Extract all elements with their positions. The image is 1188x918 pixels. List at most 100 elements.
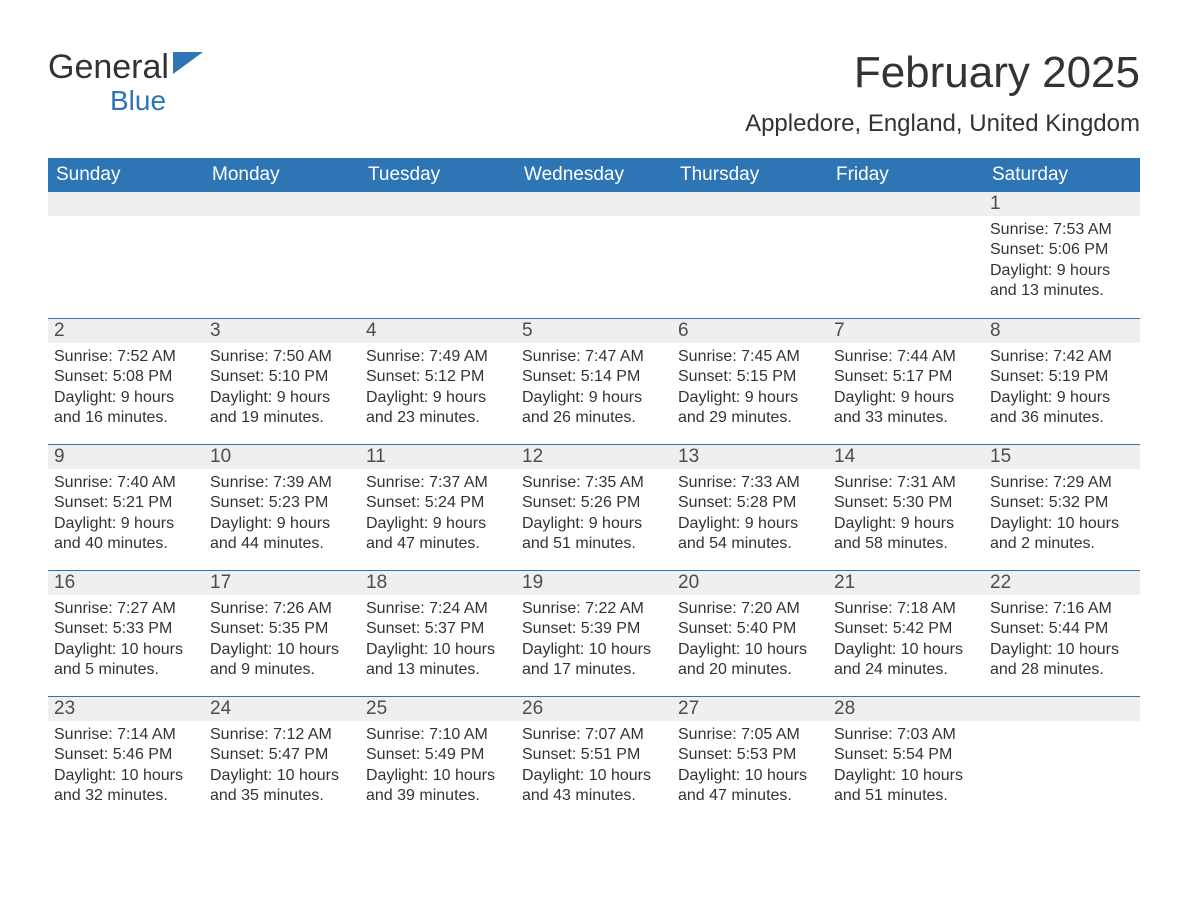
sunset-line: Sunset: 5:23 PM — [210, 493, 354, 513]
day-number: 27 — [672, 697, 828, 721]
day-details: Sunrise: 7:07 AMSunset: 5:51 PMDaylight:… — [516, 721, 672, 813]
day-cell — [360, 192, 516, 318]
day-details: Sunrise: 7:10 AMSunset: 5:49 PMDaylight:… — [360, 721, 516, 813]
sunset-line: Sunset: 5:30 PM — [834, 493, 978, 513]
sunset-line: Sunset: 5:32 PM — [990, 493, 1134, 513]
day-cell: 3Sunrise: 7:50 AMSunset: 5:10 PMDaylight… — [204, 319, 360, 444]
sunset-line: Sunset: 5:17 PM — [834, 367, 978, 387]
day-cell: 12Sunrise: 7:35 AMSunset: 5:26 PMDayligh… — [516, 445, 672, 570]
day-number: 6 — [672, 319, 828, 343]
sunset-line: Sunset: 5:19 PM — [990, 367, 1134, 387]
day-number: 12 — [516, 445, 672, 469]
day-number: 22 — [984, 571, 1140, 595]
sunrise-line: Sunrise: 7:50 AM — [210, 347, 354, 367]
sunrise-line: Sunrise: 7:37 AM — [366, 473, 510, 493]
daylight-line: Daylight: 10 hours and 51 minutes. — [834, 766, 978, 807]
weekday-header: Tuesday — [360, 158, 516, 192]
day-cell: 21Sunrise: 7:18 AMSunset: 5:42 PMDayligh… — [828, 571, 984, 696]
day-details: Sunrise: 7:03 AMSunset: 5:54 PMDaylight:… — [828, 721, 984, 813]
weekday-header: Monday — [204, 158, 360, 192]
sunrise-line: Sunrise: 7:07 AM — [522, 725, 666, 745]
sunset-line: Sunset: 5:24 PM — [366, 493, 510, 513]
day-number: 24 — [204, 697, 360, 721]
day-details: Sunrise: 7:37 AMSunset: 5:24 PMDaylight:… — [360, 469, 516, 561]
day-number — [204, 192, 360, 216]
day-cell: 11Sunrise: 7:37 AMSunset: 5:24 PMDayligh… — [360, 445, 516, 570]
day-cell: 22Sunrise: 7:16 AMSunset: 5:44 PMDayligh… — [984, 571, 1140, 696]
day-details: Sunrise: 7:24 AMSunset: 5:37 PMDaylight:… — [360, 595, 516, 687]
sunset-line: Sunset: 5:47 PM — [210, 745, 354, 765]
title-block: February 2025 Appledore, England, United… — [745, 48, 1140, 150]
day-details: Sunrise: 7:52 AMSunset: 5:08 PMDaylight:… — [48, 343, 204, 435]
day-number: 3 — [204, 319, 360, 343]
sunrise-line: Sunrise: 7:16 AM — [990, 599, 1134, 619]
month-title: February 2025 — [745, 48, 1140, 98]
sunset-line: Sunset: 5:14 PM — [522, 367, 666, 387]
daylight-line: Daylight: 10 hours and 24 minutes. — [834, 640, 978, 681]
daylight-line: Daylight: 10 hours and 39 minutes. — [366, 766, 510, 807]
daylight-line: Daylight: 9 hours and 36 minutes. — [990, 388, 1134, 429]
calendar: SundayMondayTuesdayWednesdayThursdayFrid… — [48, 158, 1140, 822]
sunset-line: Sunset: 5:51 PM — [522, 745, 666, 765]
day-number — [672, 192, 828, 216]
day-details: Sunrise: 7:50 AMSunset: 5:10 PMDaylight:… — [204, 343, 360, 435]
sunrise-line: Sunrise: 7:10 AM — [366, 725, 510, 745]
day-number: 11 — [360, 445, 516, 469]
day-number: 17 — [204, 571, 360, 595]
sunset-line: Sunset: 5:12 PM — [366, 367, 510, 387]
day-number: 7 — [828, 319, 984, 343]
sunrise-line: Sunrise: 7:14 AM — [54, 725, 198, 745]
day-details: Sunrise: 7:40 AMSunset: 5:21 PMDaylight:… — [48, 469, 204, 561]
day-number: 25 — [360, 697, 516, 721]
daylight-line: Daylight: 10 hours and 13 minutes. — [366, 640, 510, 681]
day-number: 26 — [516, 697, 672, 721]
day-cell — [984, 697, 1140, 822]
day-details: Sunrise: 7:05 AMSunset: 5:53 PMDaylight:… — [672, 721, 828, 813]
sunset-line: Sunset: 5:44 PM — [990, 619, 1134, 639]
daylight-line: Daylight: 10 hours and 47 minutes. — [678, 766, 822, 807]
daylight-line: Daylight: 10 hours and 43 minutes. — [522, 766, 666, 807]
day-cell: 9Sunrise: 7:40 AMSunset: 5:21 PMDaylight… — [48, 445, 204, 570]
day-cell: 27Sunrise: 7:05 AMSunset: 5:53 PMDayligh… — [672, 697, 828, 822]
day-details: Sunrise: 7:14 AMSunset: 5:46 PMDaylight:… — [48, 721, 204, 813]
daylight-line: Daylight: 10 hours and 20 minutes. — [678, 640, 822, 681]
day-cell: 4Sunrise: 7:49 AMSunset: 5:12 PMDaylight… — [360, 319, 516, 444]
daylight-line: Daylight: 10 hours and 32 minutes. — [54, 766, 198, 807]
sunset-line: Sunset: 5:33 PM — [54, 619, 198, 639]
day-cell: 7Sunrise: 7:44 AMSunset: 5:17 PMDaylight… — [828, 319, 984, 444]
location: Appledore, England, United Kingdom — [745, 110, 1140, 138]
week-row: 2Sunrise: 7:52 AMSunset: 5:08 PMDaylight… — [48, 318, 1140, 444]
daylight-line: Daylight: 10 hours and 17 minutes. — [522, 640, 666, 681]
day-number: 9 — [48, 445, 204, 469]
day-details: Sunrise: 7:53 AMSunset: 5:06 PMDaylight:… — [984, 216, 1140, 308]
day-cell: 23Sunrise: 7:14 AMSunset: 5:46 PMDayligh… — [48, 697, 204, 822]
day-number: 8 — [984, 319, 1140, 343]
daylight-line: Daylight: 9 hours and 33 minutes. — [834, 388, 978, 429]
sunrise-line: Sunrise: 7:52 AM — [54, 347, 198, 367]
day-cell — [672, 192, 828, 318]
day-details: Sunrise: 7:49 AMSunset: 5:12 PMDaylight:… — [360, 343, 516, 435]
weekday-header: Saturday — [984, 158, 1140, 192]
day-cell: 10Sunrise: 7:39 AMSunset: 5:23 PMDayligh… — [204, 445, 360, 570]
day-number: 19 — [516, 571, 672, 595]
day-cell: 2Sunrise: 7:52 AMSunset: 5:08 PMDaylight… — [48, 319, 204, 444]
day-details: Sunrise: 7:33 AMSunset: 5:28 PMDaylight:… — [672, 469, 828, 561]
day-details: Sunrise: 7:27 AMSunset: 5:33 PMDaylight:… — [48, 595, 204, 687]
day-details: Sunrise: 7:16 AMSunset: 5:44 PMDaylight:… — [984, 595, 1140, 687]
sunset-line: Sunset: 5:40 PM — [678, 619, 822, 639]
day-number — [984, 697, 1140, 721]
daylight-line: Daylight: 9 hours and 26 minutes. — [522, 388, 666, 429]
sunset-line: Sunset: 5:28 PM — [678, 493, 822, 513]
sunrise-line: Sunrise: 7:27 AM — [54, 599, 198, 619]
sunset-line: Sunset: 5:21 PM — [54, 493, 198, 513]
day-number: 5 — [516, 319, 672, 343]
logo-sail-icon — [173, 52, 203, 74]
sunset-line: Sunset: 5:37 PM — [366, 619, 510, 639]
week-row: 9Sunrise: 7:40 AMSunset: 5:21 PMDaylight… — [48, 444, 1140, 570]
day-cell — [828, 192, 984, 318]
weekday-header: Sunday — [48, 158, 204, 192]
day-number — [360, 192, 516, 216]
daylight-line: Daylight: 10 hours and 28 minutes. — [990, 640, 1134, 681]
day-cell: 5Sunrise: 7:47 AMSunset: 5:14 PMDaylight… — [516, 319, 672, 444]
sunrise-line: Sunrise: 7:45 AM — [678, 347, 822, 367]
